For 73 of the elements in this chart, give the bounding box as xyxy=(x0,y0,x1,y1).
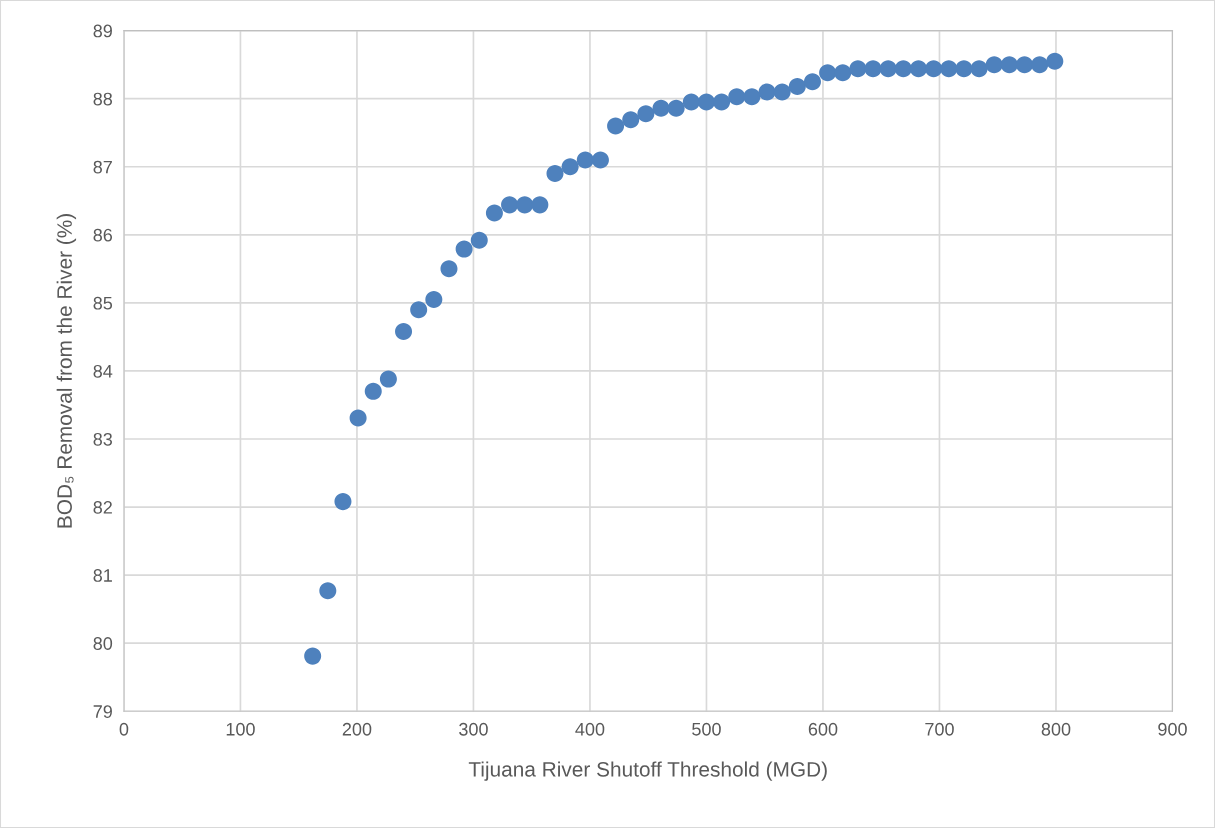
x-tick-label: 0 xyxy=(119,722,129,736)
point xyxy=(713,93,731,111)
point xyxy=(319,582,337,600)
point xyxy=(970,60,988,78)
point xyxy=(425,290,443,308)
point xyxy=(697,93,715,111)
point xyxy=(940,60,958,78)
point xyxy=(455,240,473,258)
x-tick-label: 200 xyxy=(342,722,372,736)
point xyxy=(773,83,791,101)
point xyxy=(410,301,428,319)
point xyxy=(349,409,367,427)
point xyxy=(470,231,488,249)
y-tick-label: 82 xyxy=(93,501,112,514)
point xyxy=(1016,56,1034,74)
y-tick-label: 80 xyxy=(93,637,113,650)
x-tick-label: 700 xyxy=(925,722,954,736)
point xyxy=(622,111,640,129)
y-tick-label: 81 xyxy=(93,569,112,582)
point xyxy=(925,60,943,78)
point xyxy=(864,60,882,78)
point xyxy=(501,196,519,214)
y-tick-label: 86 xyxy=(93,228,113,242)
point xyxy=(667,99,685,117)
x-tick-label: 500 xyxy=(692,722,721,736)
point xyxy=(334,493,352,511)
point xyxy=(803,73,821,91)
x-tick-label: 300 xyxy=(459,722,488,736)
point xyxy=(379,370,397,388)
x-tick-label: 600 xyxy=(808,722,838,736)
point xyxy=(682,93,700,111)
point xyxy=(819,64,837,82)
point xyxy=(834,64,852,82)
point xyxy=(591,151,609,169)
point xyxy=(395,322,413,340)
x-tick-label: 900 xyxy=(1158,722,1187,736)
y-tick-label: 84 xyxy=(93,364,113,378)
x-tick-label: 100 xyxy=(226,722,255,736)
point xyxy=(546,165,564,183)
x-axis-title: Tijuana River Shutoff Threshold (MGD) xyxy=(468,761,827,781)
y-axis-title: BOD₅ Removal from the River (%) xyxy=(56,214,77,528)
point xyxy=(1046,52,1064,70)
point xyxy=(531,196,549,214)
y-tick-label: 85 xyxy=(93,296,113,310)
y-tick-label: 83 xyxy=(93,432,113,446)
y-tick-label: 79 xyxy=(93,705,112,718)
point xyxy=(909,60,927,78)
y-tick-label: 89 xyxy=(93,24,112,38)
point xyxy=(955,60,973,78)
x-tick-label: 800 xyxy=(1041,722,1071,736)
point xyxy=(849,60,867,78)
point xyxy=(1000,56,1018,74)
point xyxy=(985,56,1003,74)
point xyxy=(516,196,534,214)
y-tick-label: 87 xyxy=(93,160,112,174)
point xyxy=(788,77,806,95)
point xyxy=(652,99,670,117)
point xyxy=(364,382,382,400)
x-tick-label: 400 xyxy=(575,722,605,736)
y-tick-label: 88 xyxy=(93,92,113,106)
point xyxy=(561,158,579,176)
point xyxy=(1031,56,1049,74)
point xyxy=(743,88,761,106)
point xyxy=(607,117,625,135)
point xyxy=(879,60,897,78)
point xyxy=(576,151,594,169)
point xyxy=(758,83,776,101)
point xyxy=(485,204,503,222)
point xyxy=(637,105,655,123)
point xyxy=(304,647,322,665)
point xyxy=(440,260,458,278)
point xyxy=(728,88,746,106)
point xyxy=(894,60,912,78)
